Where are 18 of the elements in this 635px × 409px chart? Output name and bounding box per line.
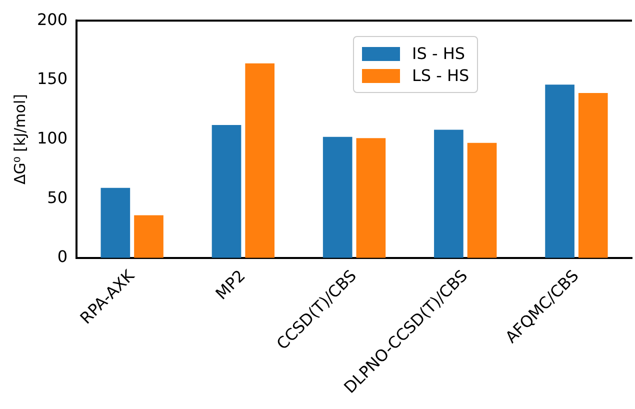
y-axis-title: ΔG⁰ [kJ/mol]: [10, 94, 29, 185]
y-tick-label: 50: [47, 188, 68, 207]
bar: [434, 130, 464, 258]
legend-label: IS - HS: [412, 44, 466, 63]
bar: [467, 142, 497, 258]
bar: [545, 84, 574, 258]
y-tick-label: 150: [36, 69, 68, 88]
bar: [212, 125, 242, 258]
bar: [322, 136, 352, 258]
y-tick-label: 200: [36, 10, 68, 29]
bar: [356, 138, 386, 258]
legend-label: LS - HS: [412, 66, 470, 85]
bar: [134, 215, 164, 258]
bar: [578, 92, 608, 258]
y-tick-label: 100: [36, 128, 68, 148]
y-tick-label: 0: [57, 247, 68, 266]
bar: [245, 63, 275, 258]
bar: [100, 188, 130, 258]
